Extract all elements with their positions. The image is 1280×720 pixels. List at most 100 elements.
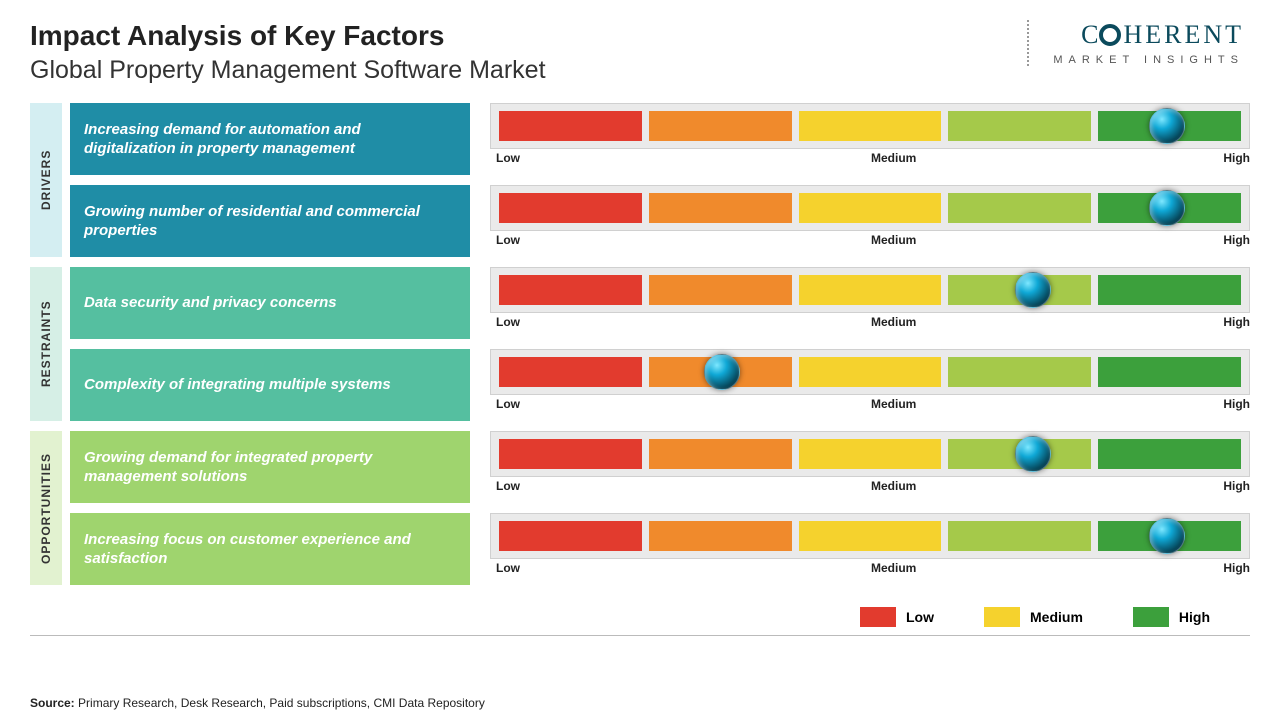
- factor-box: Increasing demand for automation and dig…: [70, 103, 470, 175]
- scale-track: [490, 185, 1250, 231]
- category-label: RESTRAINTS: [30, 267, 62, 421]
- scale-label: Low: [496, 397, 520, 411]
- scale-label: Medium: [871, 561, 916, 575]
- scale-labels: Low Medium High: [490, 313, 1250, 329]
- chart-title: Impact Analysis of Key Factors: [30, 20, 546, 52]
- impact-marker-icon: [1015, 272, 1051, 308]
- scale-segment: [499, 275, 642, 305]
- source-line: Source: Primary Research, Desk Research,…: [30, 696, 485, 710]
- scale-label: Medium: [871, 315, 916, 329]
- factor-row: Growing number of residential and commer…: [70, 185, 1250, 257]
- scale-label: Low: [496, 151, 520, 165]
- legend-item: Medium: [984, 607, 1083, 627]
- factor-row: Complexity of integrating multiple syste…: [70, 349, 1250, 421]
- logo-sub: MARKET INSIGHTS: [1053, 54, 1244, 66]
- legend-item: Low: [860, 607, 934, 627]
- scale-label: Medium: [871, 479, 916, 493]
- scale-segment: [499, 439, 642, 469]
- scale-wrap: Low Medium High: [490, 349, 1250, 421]
- scale-label: High: [1223, 233, 1250, 247]
- scale-label: Low: [496, 233, 520, 247]
- brand-logo: C HERENT MARKET INSIGHTS: [1027, 20, 1250, 66]
- scale-wrap: Low Medium High: [490, 513, 1250, 585]
- scale-wrap: Low Medium High: [490, 185, 1250, 257]
- factor-rows: DRIVERSIncreasing demand for automation …: [30, 103, 1250, 595]
- factor-row: Growing demand for integrated property m…: [70, 431, 1250, 503]
- chart-subtitle: Global Property Management Software Mark…: [30, 56, 546, 85]
- scale-bar: [499, 193, 1241, 223]
- scale-track: [490, 267, 1250, 313]
- legend-item: High: [1133, 607, 1210, 627]
- category-group: OPPORTUNITIESGrowing demand for integrat…: [30, 431, 1250, 585]
- scale-labels: Low Medium High: [490, 477, 1250, 493]
- factor-row: Increasing focus on customer experience …: [70, 513, 1250, 585]
- scale-track: [490, 513, 1250, 559]
- scale-label: Low: [496, 479, 520, 493]
- scale-label: Low: [496, 315, 520, 329]
- scale-bar: [499, 521, 1241, 551]
- scale-label: High: [1223, 397, 1250, 411]
- scale-segment: [799, 357, 942, 387]
- factor-box: Growing demand for integrated property m…: [70, 431, 470, 503]
- scale-segment: [1098, 439, 1241, 469]
- legend-swatch: [1133, 607, 1169, 627]
- category-group: RESTRAINTSData security and privacy conc…: [30, 267, 1250, 421]
- legend-swatch: [860, 607, 896, 627]
- scale-segment: [799, 193, 942, 223]
- scale-labels: Low Medium High: [490, 231, 1250, 247]
- header: Impact Analysis of Key Factors Global Pr…: [30, 20, 1250, 85]
- logo-ring-icon: [1099, 24, 1121, 46]
- title-block: Impact Analysis of Key Factors Global Pr…: [30, 20, 546, 85]
- legend-swatch: [984, 607, 1020, 627]
- scale-segment: [799, 111, 942, 141]
- scale-label: Medium: [871, 151, 916, 165]
- legend: Low Medium High: [30, 607, 1250, 627]
- logo-pre: C: [1081, 20, 1101, 49]
- scale-segment: [948, 193, 1091, 223]
- factor-box: Growing number of residential and commer…: [70, 185, 470, 257]
- category-label: DRIVERS: [30, 103, 62, 257]
- scale-label: High: [1223, 479, 1250, 493]
- category-group: DRIVERSIncreasing demand for automation …: [30, 103, 1250, 257]
- scale-labels: Low Medium High: [490, 559, 1250, 575]
- scale-label: High: [1223, 561, 1250, 575]
- scale-label: Low: [496, 561, 520, 575]
- scale-segment: [499, 521, 642, 551]
- legend-label: High: [1179, 609, 1210, 625]
- scale-label: High: [1223, 315, 1250, 329]
- category-items: Data security and privacy concerns Low Med…: [70, 267, 1250, 421]
- scale-wrap: Low Medium High: [490, 267, 1250, 339]
- scale-label: High: [1223, 151, 1250, 165]
- footer-divider: [30, 635, 1250, 636]
- source-text: Primary Research, Desk Research, Paid su…: [78, 696, 485, 710]
- factor-box: Complexity of integrating multiple syste…: [70, 349, 470, 421]
- legend-label: Low: [906, 609, 934, 625]
- category-label: OPPORTUNITIES: [30, 431, 62, 585]
- scale-segment: [948, 111, 1091, 141]
- scale-labels: Low Medium High: [490, 395, 1250, 411]
- scale-segment: [948, 357, 1091, 387]
- category-items: Increasing demand for automation and dig…: [70, 103, 1250, 257]
- source-label: Source:: [30, 696, 75, 710]
- scale-wrap: Low Medium High: [490, 103, 1250, 175]
- impact-marker-icon: [1149, 518, 1185, 554]
- scale-segment: [499, 193, 642, 223]
- impact-marker-icon: [1149, 108, 1185, 144]
- scale-labels: Low Medium High: [490, 149, 1250, 165]
- impact-marker-icon: [704, 354, 740, 390]
- scale-label: Medium: [871, 397, 916, 411]
- factor-box: Data security and privacy concerns: [70, 267, 470, 339]
- impact-marker-icon: [1015, 436, 1051, 472]
- factor-box: Increasing focus on customer experience …: [70, 513, 470, 585]
- scale-segment: [499, 357, 642, 387]
- logo-main: C HERENT: [1053, 20, 1244, 50]
- scale-segment: [649, 111, 792, 141]
- category-items: Growing demand for integrated property m…: [70, 431, 1250, 585]
- scale-segment: [799, 521, 942, 551]
- logo-post: HERENT: [1123, 20, 1244, 49]
- scale-bar: [499, 275, 1241, 305]
- scale-label: Medium: [871, 233, 916, 247]
- scale-segment: [1098, 357, 1241, 387]
- scale-wrap: Low Medium High: [490, 431, 1250, 503]
- scale-segment: [649, 521, 792, 551]
